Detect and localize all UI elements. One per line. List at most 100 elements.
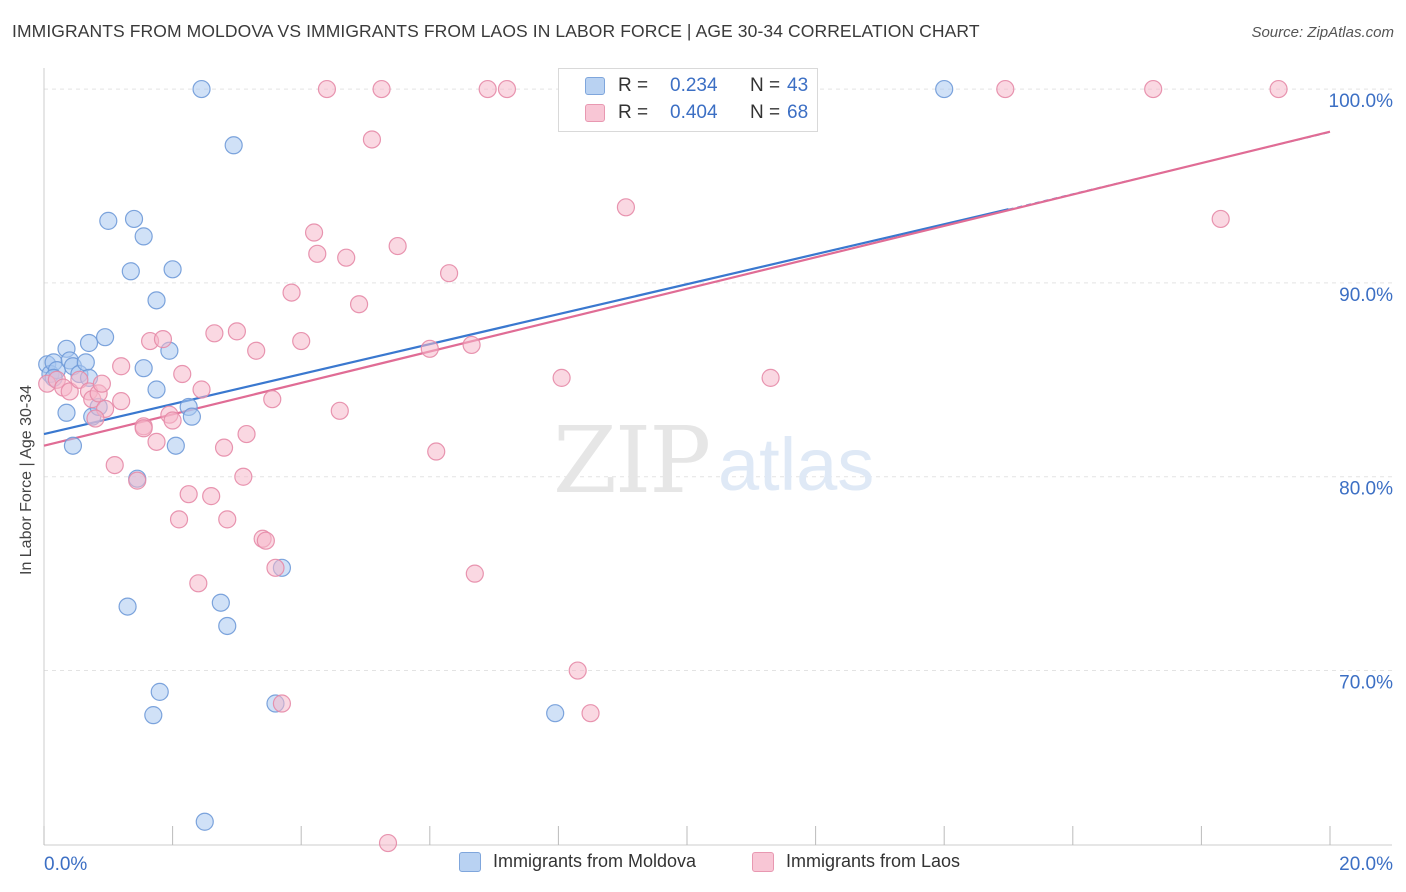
laos-point — [427, 442, 446, 461]
laos-point — [263, 390, 282, 409]
moldova-point — [150, 682, 169, 701]
n-label: N = — [750, 75, 781, 96]
laos-point — [247, 341, 266, 360]
laos-point — [378, 833, 398, 853]
legend-item-moldova[interactable]: Immigrants from Moldova — [459, 851, 696, 872]
laos-point — [60, 382, 79, 401]
x-tick-labels: 0.0% 20.0% — [44, 854, 1393, 875]
moldova-point — [118, 597, 137, 616]
moldova-point — [166, 436, 185, 455]
grid-lines — [44, 88, 1392, 672]
laos-point — [420, 339, 439, 358]
laos-point — [112, 392, 131, 411]
moldova-point — [182, 407, 201, 426]
n-label: N = — [750, 102, 781, 123]
x-tick-label: 0.0% — [44, 854, 87, 875]
laos-point — [92, 374, 111, 393]
laos-point — [153, 330, 173, 349]
laos-point — [304, 223, 324, 242]
moldova-swatch — [585, 77, 605, 95]
laos-point — [214, 438, 234, 457]
laos-point — [227, 322, 246, 341]
laos-point — [147, 432, 166, 451]
laos-point — [465, 564, 484, 583]
laos-point — [552, 368, 571, 387]
laos-point — [568, 661, 587, 680]
moldova-point — [147, 291, 166, 310]
legend-label: Immigrants from Laos — [786, 851, 961, 871]
moldova-point — [546, 704, 565, 723]
moldova-point — [935, 79, 954, 99]
laos-point — [105, 455, 124, 475]
laos-point — [86, 409, 105, 428]
laos-point — [234, 467, 253, 486]
moldova-swatch — [459, 851, 481, 872]
y-tick-label: 80.0% — [1339, 479, 1393, 500]
laos-point — [112, 357, 131, 376]
moldova-point — [99, 211, 118, 230]
laos-point — [169, 510, 189, 529]
moldova-point — [121, 262, 140, 281]
n-value: 43 — [787, 75, 809, 96]
moldova-point — [79, 333, 99, 353]
laos-point — [189, 574, 208, 593]
watermark-zip: ZIP — [553, 407, 709, 514]
moldova-point — [63, 436, 83, 455]
laos-point — [1211, 209, 1230, 229]
laos-point — [497, 79, 517, 99]
laos-point — [134, 419, 153, 438]
laos-point — [292, 331, 311, 351]
chart-title: IMMIGRANTS FROM MOLDOVA VS IMMIGRANTS FR… — [12, 21, 980, 41]
r-value: 0.404 — [670, 102, 718, 123]
laos-point — [218, 510, 237, 529]
moldova-point — [211, 593, 230, 612]
legend-item-laos[interactable]: Immigrants from Laos — [752, 851, 960, 872]
laos-trend-line — [43, 130, 1331, 447]
legend-row-moldova: R = 0.234 N = 43 — [585, 74, 808, 98]
laos-point — [173, 364, 192, 384]
y-tick-label: 90.0% — [1339, 285, 1393, 306]
r-label: R = — [618, 75, 649, 96]
laos-point — [256, 531, 275, 550]
moldova-point — [134, 359, 153, 378]
laos-point — [1144, 79, 1163, 99]
x-tick-label: 20.0% — [1339, 854, 1393, 875]
laos-swatch — [585, 104, 605, 122]
axes — [43, 68, 1392, 846]
moldova-point — [76, 353, 95, 372]
trend-lines — [43, 130, 1331, 447]
laos-point — [237, 424, 256, 444]
y-tick-label: 70.0% — [1339, 673, 1393, 694]
laos-point — [330, 401, 349, 420]
laos-point — [1269, 79, 1288, 99]
laos-point — [761, 368, 780, 387]
moldova-point — [144, 706, 163, 725]
laos-point — [362, 130, 382, 149]
moldova-point — [218, 616, 237, 636]
legend-label: Immigrants from Moldova — [493, 851, 697, 871]
laos-point — [581, 704, 600, 723]
laos-point — [163, 411, 182, 430]
laos-point — [439, 264, 459, 283]
laos-point — [337, 248, 356, 267]
laos-point — [372, 79, 391, 99]
laos-point — [308, 244, 327, 263]
laos-point — [996, 79, 1015, 99]
laos-point — [349, 295, 369, 314]
n-value: 68 — [787, 102, 809, 123]
y-tick-labels: 70.0% 80.0% 90.0% 100.0% — [1329, 91, 1394, 693]
moldova-point — [134, 227, 153, 246]
laos-point — [205, 324, 224, 343]
laos-point — [272, 694, 292, 713]
moldova-point — [147, 380, 166, 399]
moldova-point — [95, 328, 115, 347]
laos-point — [128, 471, 147, 490]
watermark-atlas: atlas — [718, 423, 874, 506]
moldova-point — [224, 136, 243, 155]
legend-row-laos: R = 0.404 N = 68 — [585, 101, 808, 125]
laos-point — [202, 487, 221, 506]
laos-swatch — [752, 851, 774, 872]
r-value: 0.234 — [670, 75, 718, 96]
legend-stats: R = 0.234 N = 43 R = 0.404 N = 68 — [558, 68, 818, 132]
